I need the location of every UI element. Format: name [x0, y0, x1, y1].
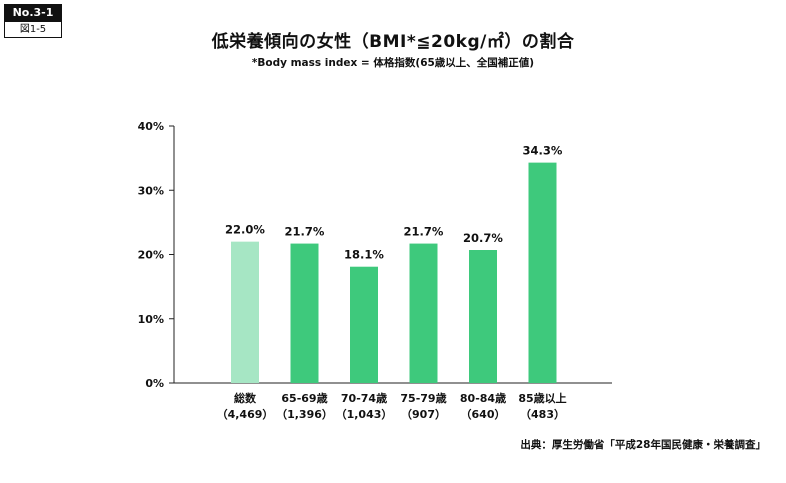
- figure-badge: No.3-1 図1-5: [4, 4, 62, 38]
- y-tick-label: 30%: [138, 184, 164, 197]
- x-sample-size-label: （1,396）: [276, 408, 333, 421]
- x-category-label: 65-69歳: [281, 391, 327, 405]
- y-tick-label: 40%: [138, 120, 164, 133]
- bar-value-label: 21.7%: [285, 225, 325, 239]
- x-category-label: 70-74歳: [341, 391, 387, 405]
- bar: [290, 243, 319, 383]
- y-tick-label: 20%: [138, 249, 164, 262]
- bar: [469, 250, 497, 383]
- bar-value-label: 18.1%: [344, 248, 384, 262]
- x-category-label: 80-84歳: [460, 391, 506, 405]
- y-tick-label: 0%: [145, 377, 164, 390]
- bar-value-label: 22.0%: [225, 223, 265, 237]
- bar-value-label: 34.3%: [523, 144, 563, 158]
- x-category-label: 75-79歳: [400, 391, 446, 405]
- x-sample-size-label: （483）: [520, 408, 565, 421]
- bar: [528, 162, 557, 383]
- badge-figure-label: 図1-5: [4, 22, 62, 38]
- x-sample-size-label: （1,043）: [336, 408, 393, 421]
- chart-title: 低栄養傾向の女性（BMI*≦20kg/㎡）の割合: [211, 32, 575, 52]
- x-sample-size-label: （4,469）: [217, 408, 274, 421]
- x-sample-size-label: （907）: [401, 408, 446, 421]
- bar-value-label: 20.7%: [463, 231, 503, 245]
- chart-subtitle: *Body mass index = 体格指数(65歳以上、全国補正値): [251, 57, 535, 69]
- source-credit: 出典：厚生労働省「平成28年国民健康・栄養調査」: [520, 439, 766, 451]
- badge-number: No.3-1: [4, 4, 62, 22]
- bar: [409, 243, 438, 383]
- x-category-label: 総数: [234, 391, 257, 405]
- bar: [231, 241, 259, 383]
- x-sample-size-label: （640）: [461, 408, 506, 421]
- x-category-label: 85歳以上: [518, 391, 566, 405]
- bar-value-label: 21.7%: [404, 225, 444, 239]
- bar: [350, 266, 378, 383]
- y-tick-label: 10%: [138, 313, 164, 326]
